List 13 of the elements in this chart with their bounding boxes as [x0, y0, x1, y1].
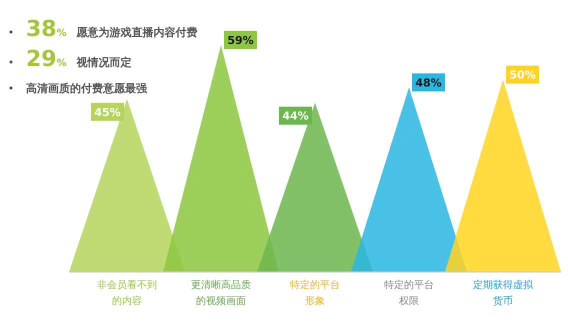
category: 特定的平台权限 — [384, 280, 434, 307]
data-label: 48% — [415, 76, 442, 90]
data-label: 44% — [282, 110, 309, 123]
data-label: 45% — [94, 106, 121, 119]
annotation: 高清画质的付费意愿最强 — [26, 82, 147, 95]
category: 非会员看不到的内容 — [97, 280, 157, 307]
category: 定期获得虚拟货币 — [473, 280, 533, 307]
category: 更清晰高品质的视频画面 — [191, 280, 251, 307]
category: 特定的平台形象 — [290, 280, 340, 307]
annotation: 38% 愿意为游戏直播内容付费 — [26, 17, 198, 42]
data-label: 59% — [227, 34, 254, 47]
data-label: 50% — [509, 68, 536, 82]
annotation: 29% 视情况而定 — [26, 47, 132, 72]
